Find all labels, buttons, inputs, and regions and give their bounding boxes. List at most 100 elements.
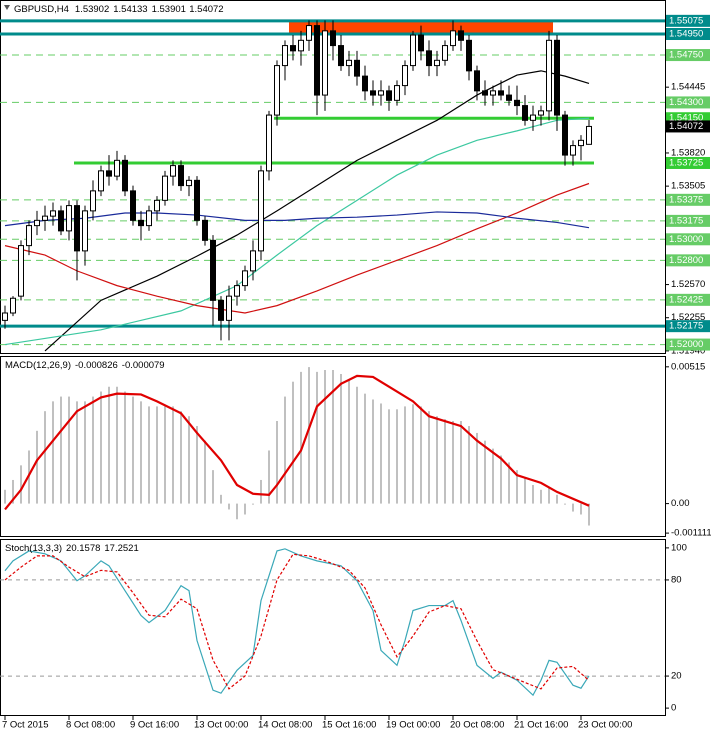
y-tick-label: 1.52570	[671, 279, 705, 290]
candle-body	[386, 90, 392, 101]
candle-body	[322, 30, 328, 96]
histogram-bar	[84, 401, 86, 504]
histogram-bar	[324, 370, 326, 504]
moving-average	[4, 182, 590, 314]
candle-body	[258, 170, 264, 252]
histogram-bar	[356, 386, 358, 504]
candle-body	[330, 30, 336, 47]
level-label: 1.54950	[669, 29, 703, 40]
open: 1.53902	[75, 4, 109, 15]
histogram-bar	[348, 379, 350, 504]
level-label-box	[666, 96, 710, 109]
histogram-bar	[228, 503, 230, 510]
histogram-bar	[508, 462, 510, 504]
histogram-bar	[468, 426, 470, 504]
candle-body	[58, 210, 64, 232]
candle-body	[186, 179, 192, 187]
histogram-bar	[284, 396, 286, 504]
candle-body	[178, 165, 184, 187]
signal-line	[4, 374, 590, 511]
y-tick-label: 1.53820	[671, 147, 705, 158]
x-tick-label: 20 Oct 08:00	[450, 720, 504, 731]
candle-body	[114, 159, 120, 177]
histogram-bar	[68, 396, 70, 504]
histogram-bar	[108, 386, 110, 504]
candle-body	[194, 179, 200, 221]
histogram-bar	[252, 503, 254, 505]
x-tick-label: 21 Oct 16:00	[514, 720, 568, 731]
y-tick-label: 1.54445	[671, 82, 705, 93]
histogram-bar	[124, 391, 126, 504]
candle-body	[50, 210, 56, 217]
histogram-bar	[572, 503, 574, 512]
histogram-bar	[196, 426, 198, 504]
histogram-bar	[180, 411, 182, 504]
candle-body	[242, 270, 248, 287]
candle-body	[402, 65, 408, 87]
candle-body	[346, 59, 352, 67]
histogram-bar	[212, 470, 214, 504]
level-label: 1.54150	[669, 113, 703, 124]
level-label: 1.54300	[669, 97, 703, 108]
y-tick-label: 1.53505	[671, 181, 705, 192]
candle-body	[394, 85, 400, 101]
level-label-box	[666, 14, 710, 27]
candle-body	[538, 110, 544, 116]
candle-body	[586, 125, 592, 145]
histogram-bar	[396, 409, 398, 504]
histogram-bar	[300, 371, 302, 504]
candle-body	[522, 105, 528, 121]
x-tick-label: 15 Oct 16:00	[322, 720, 376, 731]
x-tick-label: 23 Oct 00:00	[578, 720, 632, 731]
x-tick-label: 8 Oct 08:00	[66, 720, 115, 731]
candle-body	[578, 139, 584, 147]
histogram-bar	[276, 421, 278, 504]
histogram-bar	[92, 396, 94, 504]
histogram-bar	[420, 406, 422, 504]
histogram-bar	[476, 432, 478, 504]
candle-body	[274, 65, 280, 116]
candle-body	[66, 205, 72, 232]
candle-body	[138, 219, 144, 227]
collapse-icon	[4, 5, 10, 10]
y-tick-label: 0	[671, 703, 676, 714]
histogram-bar	[244, 503, 246, 515]
marks: 1.54445 1.53820 1.53505 1.52570 1.52255 1.519…	[0, 14, 711, 731]
histogram-bar	[12, 479, 14, 504]
histogram-bar	[444, 419, 446, 504]
y-tick-label: 0.00515	[671, 361, 705, 372]
histogram-bar	[564, 503, 566, 505]
x-tick-label: 7 Oct 2015	[2, 720, 48, 731]
level-label: 1.52175	[669, 321, 703, 332]
candle-body	[282, 45, 288, 67]
candle-body	[162, 175, 168, 201]
x-tick-label: 19 Oct 00:00	[386, 720, 440, 731]
histogram-bar	[412, 404, 414, 504]
histogram-bar	[540, 489, 542, 504]
moving-average	[44, 70, 590, 352]
candle-body	[146, 210, 152, 227]
histogram-bar	[100, 391, 102, 504]
level-label: 1.55075	[669, 15, 703, 26]
candle-body	[314, 25, 320, 96]
level-label-box	[666, 156, 710, 169]
candle-body	[450, 30, 456, 47]
y-tick-label: 0.00	[671, 498, 690, 509]
candle-body	[354, 59, 360, 77]
current-price-box	[666, 120, 710, 133]
candle-body	[18, 245, 24, 297]
histogram-bar	[516, 470, 518, 504]
candle-body	[306, 25, 312, 41]
candle-body	[378, 90, 384, 96]
candle-body	[410, 34, 416, 67]
histogram-bar	[316, 371, 318, 504]
histogram-bar	[116, 386, 118, 504]
candle-body	[154, 199, 160, 212]
candle-body	[458, 30, 464, 41]
histogram-bar	[428, 411, 430, 504]
histogram-bar	[172, 406, 174, 504]
histogram-bar	[268, 450, 270, 504]
candle-body	[226, 295, 232, 321]
level-label-box	[666, 193, 710, 206]
candle-body	[234, 285, 240, 297]
